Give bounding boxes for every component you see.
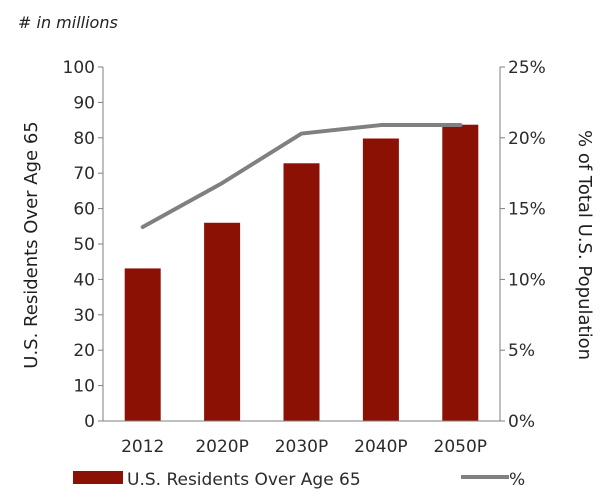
chart-subtitle: # in millions xyxy=(18,13,118,32)
bar xyxy=(124,268,161,421)
y-tick-label: 10 xyxy=(73,377,95,397)
percent-line xyxy=(140,123,463,230)
legend-bar-swatch xyxy=(73,471,123,484)
x-tick-label: 2050P xyxy=(434,437,488,457)
percent-line-series xyxy=(140,123,463,230)
y-tick-label: 30 xyxy=(73,306,95,326)
left-axis-ticks: 0 10 20 30 40 50 60 70 80 90 100 xyxy=(63,58,103,432)
bar-series xyxy=(124,124,479,422)
legend-bar-label: U.S. Residents Over Age 65 xyxy=(127,470,361,490)
y2-axis-title: % of Total U.S. Population xyxy=(574,130,595,360)
bar xyxy=(442,124,479,422)
y2-tick-label: 10% xyxy=(508,270,546,290)
x-tick-label: 2040P xyxy=(354,437,408,457)
right-axis-ticks: 0% 5% 10% 15% 20% 25% xyxy=(500,58,546,432)
x-tick-label: 2030P xyxy=(275,437,329,457)
y-tick-label: 90 xyxy=(73,93,95,113)
legend: U.S. Residents Over Age 65 % xyxy=(73,470,525,490)
x-tick-label: 2012 xyxy=(121,437,164,457)
y-axis-title: U.S. Residents Over Age 65 xyxy=(21,121,42,368)
legend-line-label: % xyxy=(509,470,525,490)
y-tick-label: 50 xyxy=(73,235,95,255)
y-tick-label: 40 xyxy=(73,270,95,290)
y-tick-label: 100 xyxy=(63,58,95,78)
y-tick-label: 0 xyxy=(84,412,95,432)
y-tick-label: 70 xyxy=(73,164,95,184)
y-tick-label: 80 xyxy=(73,129,95,149)
bar xyxy=(204,222,241,421)
x-tick-label: 2020P xyxy=(195,437,249,457)
y2-tick-label: 5% xyxy=(508,341,535,361)
y-tick-label: 20 xyxy=(73,341,95,361)
bar xyxy=(283,163,320,421)
y-tick-label: 60 xyxy=(73,200,95,220)
y2-tick-label: 25% xyxy=(508,58,546,78)
y2-tick-label: 20% xyxy=(508,129,546,149)
bar xyxy=(362,138,399,421)
x-axis-ticks: 2012 2020P 2030P 2040P 2050P xyxy=(121,437,487,457)
y2-tick-label: 0% xyxy=(508,412,535,432)
y2-tick-label: 15% xyxy=(508,200,546,220)
